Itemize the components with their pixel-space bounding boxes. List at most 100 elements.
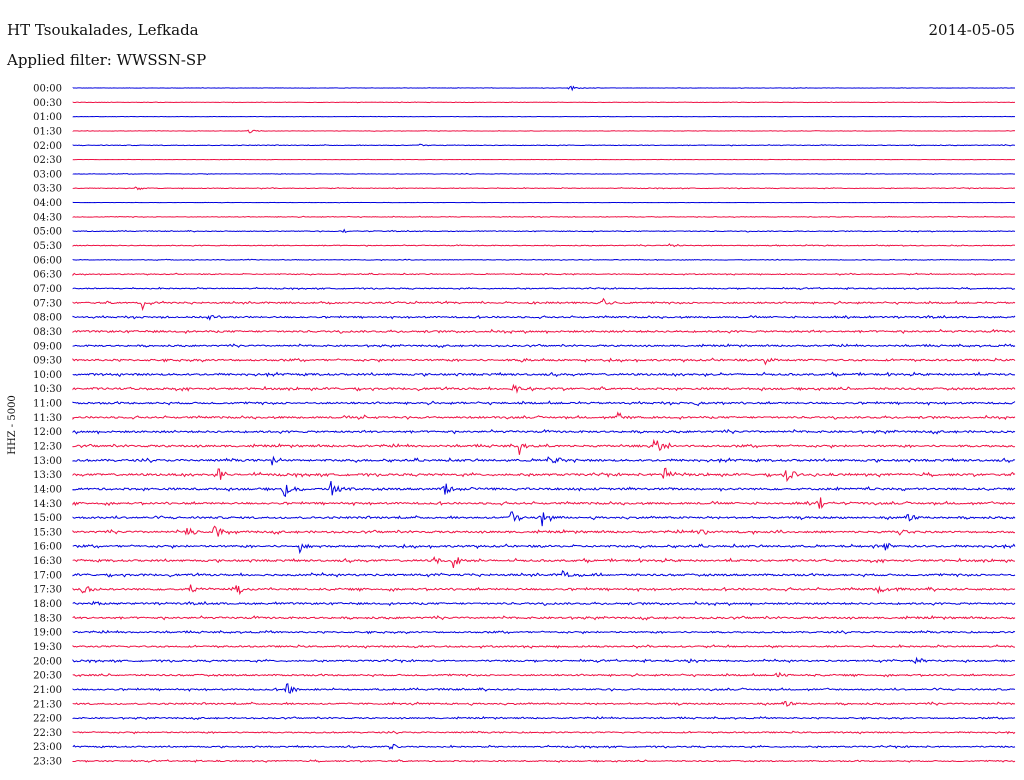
trace-line — [72, 428, 1016, 435]
row-time-label: 09:00 — [33, 341, 62, 352]
trace-line — [72, 383, 1016, 394]
trace-line — [72, 129, 1016, 134]
trace-line — [72, 172, 1016, 175]
station-title: HT Tsoukalades, Lefkada — [7, 21, 199, 39]
trace-line — [72, 525, 1016, 537]
trace-line — [72, 272, 1016, 277]
trace-line — [72, 555, 1016, 569]
trace-line — [72, 480, 1016, 498]
trace-line — [72, 286, 1016, 291]
row-time-label: 08:30 — [33, 327, 62, 338]
row-time-label: 17:00 — [33, 570, 62, 581]
row-time-label: 06:00 — [33, 255, 62, 266]
time-axis: 00:00 00:30 01:00 01:30 02:00 02:30 03:00 03:30… — [33, 84, 62, 768]
row-time-label: 16:30 — [33, 556, 62, 567]
row-time-label: 02:30 — [33, 155, 62, 166]
trace-line — [72, 357, 1016, 366]
trace-line — [72, 85, 1016, 92]
trace-line — [72, 743, 1016, 750]
trace-line — [72, 258, 1016, 262]
row-time-label: 04:00 — [33, 198, 62, 209]
trace-line — [72, 201, 1016, 204]
trace-line — [72, 715, 1016, 721]
row-time-label: 06:30 — [33, 270, 62, 281]
row-time-label: 02:00 — [33, 141, 62, 152]
trace-line — [72, 297, 1016, 312]
row-time-label: 19:30 — [33, 642, 62, 653]
row-time-label: 12:00 — [33, 427, 62, 438]
trace-line — [72, 243, 1016, 248]
trace-line — [72, 511, 1016, 527]
trace-line — [72, 371, 1016, 378]
channel-label: HHZ - 5000 — [7, 395, 18, 455]
trace-line — [72, 314, 1016, 321]
trace-line — [72, 143, 1016, 147]
row-time-label: 12:30 — [33, 442, 62, 453]
trace-line — [72, 400, 1016, 407]
trace-line — [72, 186, 1016, 191]
row-time-label: 21:00 — [33, 685, 62, 696]
trace-line — [72, 467, 1016, 483]
trace-line — [72, 600, 1016, 607]
row-time-label: 23:30 — [33, 757, 62, 768]
row-time-label: 21:30 — [33, 699, 62, 710]
row-time-label: 18:30 — [33, 613, 62, 624]
row-time-label: 11:30 — [33, 413, 62, 424]
trace-line — [72, 438, 1016, 455]
row-time-label: 03:30 — [33, 184, 62, 195]
trace-line — [72, 614, 1016, 621]
row-time-label: 23:00 — [33, 742, 62, 753]
row-time-label: 11:00 — [33, 399, 62, 410]
row-time-label: 09:30 — [33, 356, 62, 367]
row-time-label: 10:00 — [33, 370, 62, 381]
trace-line — [72, 683, 1016, 694]
row-time-label: 20:30 — [33, 671, 62, 682]
row-time-label: 19:00 — [33, 628, 62, 639]
trace-line — [72, 228, 1016, 233]
row-time-label: 17:30 — [33, 585, 62, 596]
trace-line — [72, 759, 1016, 763]
trace-line — [72, 411, 1016, 421]
trace-line — [72, 584, 1016, 596]
row-time-label: 07:30 — [33, 298, 62, 309]
row-time-label: 07:00 — [33, 284, 62, 295]
trace-line — [72, 656, 1016, 665]
trace-line — [72, 115, 1016, 118]
trace-line — [72, 570, 1016, 578]
trace-line — [72, 497, 1016, 509]
row-time-label: 15:30 — [33, 527, 62, 538]
trace-group — [72, 85, 1016, 763]
row-time-label: 18:00 — [33, 599, 62, 610]
row-time-label: 16:00 — [33, 542, 62, 553]
row-time-label: 14:00 — [33, 484, 62, 495]
trace-line — [72, 671, 1016, 678]
row-time-label: 15:00 — [33, 513, 62, 524]
row-time-label: 00:30 — [33, 98, 62, 109]
row-time-label: 22:00 — [33, 714, 62, 725]
trace-line — [72, 328, 1016, 335]
row-time-label: 04:30 — [33, 212, 62, 223]
row-time-label: 10:30 — [33, 384, 62, 395]
trace-line — [72, 542, 1016, 555]
row-time-label: 03:00 — [33, 169, 62, 180]
row-time-label: 22:30 — [33, 728, 62, 739]
trace-line — [72, 629, 1016, 635]
trace-line — [72, 215, 1016, 219]
row-time-label: 20:00 — [33, 656, 62, 667]
row-time-label: 01:30 — [33, 126, 62, 137]
row-time-label: 01:00 — [33, 112, 62, 123]
trace-line — [72, 343, 1016, 349]
trace-line — [72, 730, 1016, 735]
trace-line — [72, 158, 1016, 161]
row-time-label: 13:00 — [33, 456, 62, 467]
date-label: 2014-05-05 — [928, 21, 1015, 39]
filter-subtitle: Applied filter: WWSSN-SP — [7, 51, 207, 69]
row-time-label: 05:30 — [33, 241, 62, 252]
row-time-label: 14:30 — [33, 499, 62, 510]
trace-line — [72, 643, 1016, 649]
trace-line — [72, 700, 1016, 707]
trace-line — [72, 101, 1016, 104]
row-time-label: 08:00 — [33, 313, 62, 324]
row-time-label: 05:00 — [33, 227, 62, 238]
